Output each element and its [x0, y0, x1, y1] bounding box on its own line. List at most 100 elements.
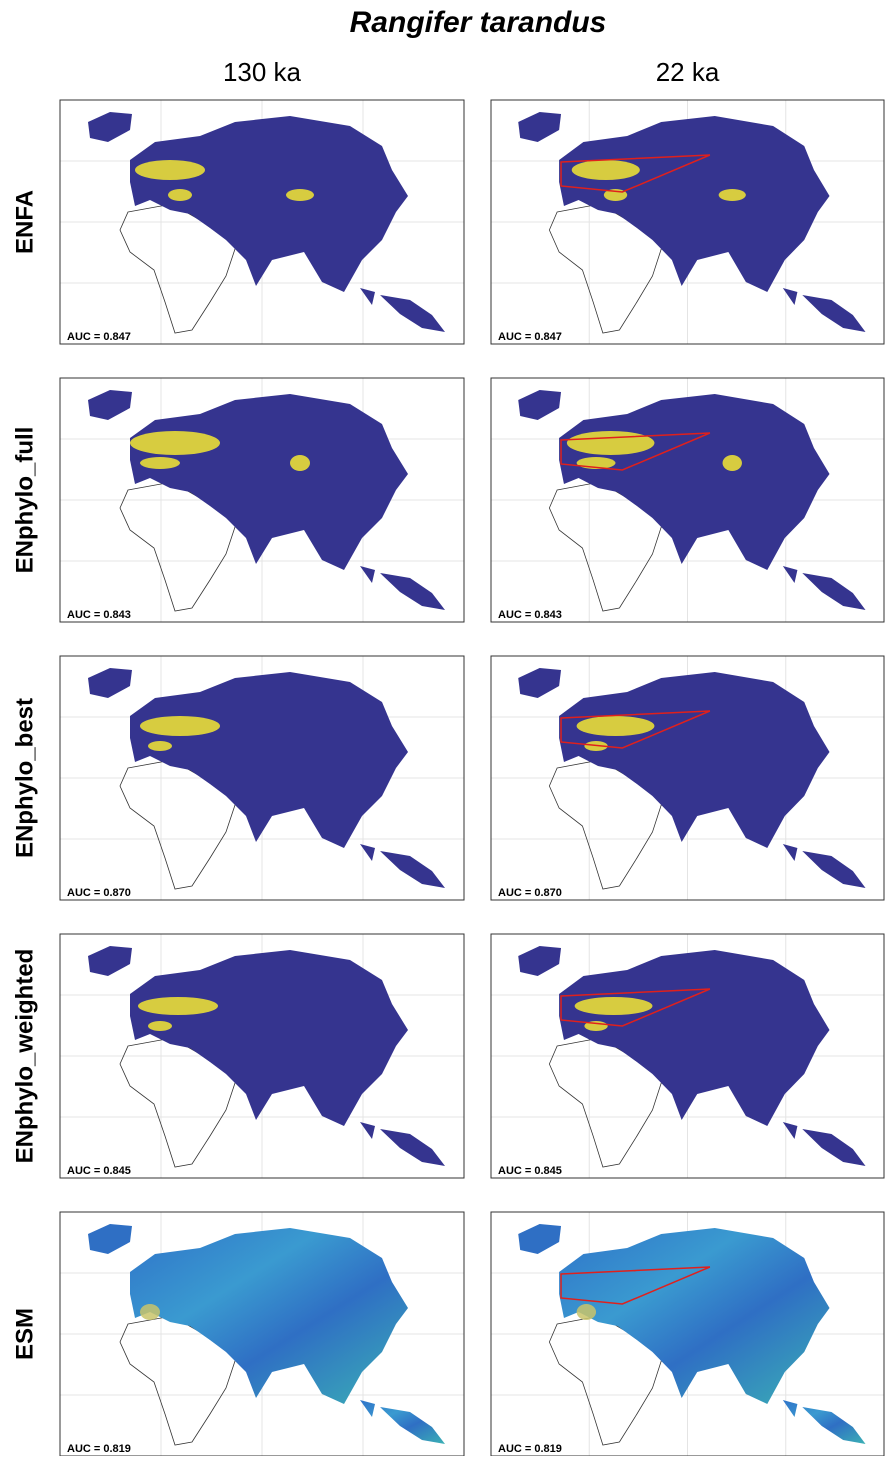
land [518, 390, 562, 420]
map-panel: AUC = 0.819 [59, 1211, 465, 1457]
land [360, 844, 445, 888]
map-content [60, 378, 464, 622]
map-panel: AUC = 0.845 [59, 933, 465, 1179]
suitability-hotspot [135, 160, 205, 180]
suitability-hotspot [576, 1304, 597, 1320]
land [130, 394, 408, 570]
land [782, 844, 866, 888]
suitability-hotspot [722, 455, 742, 471]
suitability-hotspot [290, 455, 310, 471]
suitability-hotspot [140, 1304, 160, 1320]
map-content [60, 100, 464, 344]
map-content [491, 378, 884, 622]
map-content [491, 1212, 884, 1456]
row-label: ENFA [11, 190, 38, 254]
auc-label: AUC = 0.870 [498, 887, 562, 899]
column-header: 130 ka [223, 57, 302, 87]
figure-title: Rangifer tarandus [350, 6, 607, 39]
map-panel: AUC = 0.847 [490, 99, 885, 345]
suitability-hotspot [571, 160, 640, 180]
suitability-hotspot [718, 189, 746, 201]
map-panel: AUC = 0.843 [490, 377, 885, 623]
row-label: ENphylo_full [11, 427, 38, 574]
auc-label: AUC = 0.819 [498, 1443, 562, 1455]
panel-border [490, 99, 885, 345]
suitability-hotspot [148, 741, 172, 751]
map-panel: AUC = 0.870 [59, 655, 465, 901]
land [88, 390, 132, 420]
land [360, 288, 445, 332]
map-content [60, 1212, 464, 1456]
row-label: ENphylo_best [11, 698, 38, 858]
land [88, 946, 132, 976]
land [559, 950, 830, 1126]
range-outline [560, 988, 711, 1027]
map-content [491, 656, 884, 900]
land [782, 566, 866, 610]
row-label: ENphylo_weighted [11, 949, 38, 1164]
range-outline [560, 1266, 711, 1305]
land [88, 1224, 132, 1254]
land [518, 946, 562, 976]
column-header: 22 ka [656, 57, 720, 87]
map-content [491, 100, 884, 344]
map-content [60, 656, 464, 900]
land [782, 1122, 866, 1166]
panel-border [490, 655, 885, 901]
suitability-hotspot [286, 189, 314, 201]
auc-label: AUC = 0.845 [67, 1165, 131, 1177]
auc-label: AUC = 0.843 [498, 609, 562, 621]
map-panel: AUC = 0.843 [59, 377, 465, 623]
land [559, 116, 830, 292]
suitability-hotspot [130, 431, 220, 455]
land [360, 566, 445, 610]
suitability-hotspot [576, 716, 655, 736]
range-outline [560, 432, 711, 471]
land [559, 1228, 830, 1404]
suitability-hotspot [140, 457, 180, 469]
map-panel: AUC = 0.847 [59, 99, 465, 345]
range-outline [560, 154, 711, 193]
suitability-hotspot [138, 997, 218, 1015]
map-panel: AUC = 0.845 [490, 933, 885, 1179]
suitability-hotspot [566, 431, 655, 455]
land [88, 112, 132, 142]
map-content [60, 934, 464, 1178]
panel-border [59, 933, 465, 1179]
panel-border [490, 377, 885, 623]
suitability-hotspot [168, 189, 192, 201]
auc-label: AUC = 0.847 [498, 331, 562, 343]
auc-label: AUC = 0.843 [67, 609, 131, 621]
land [360, 1122, 445, 1166]
land [130, 116, 408, 292]
land [130, 672, 408, 848]
suitability-hotspot [140, 716, 220, 736]
land [782, 1400, 866, 1444]
auc-label: AUC = 0.870 [67, 887, 131, 899]
suitability-hotspot [574, 997, 653, 1015]
land [518, 1224, 562, 1254]
land [518, 668, 562, 698]
auc-label: AUC = 0.819 [67, 1443, 131, 1455]
suitability-hotspot [148, 1021, 172, 1031]
auc-label: AUC = 0.847 [67, 331, 131, 343]
land [88, 668, 132, 698]
auc-label: AUC = 0.845 [498, 1165, 562, 1177]
map-panel: AUC = 0.870 [490, 655, 885, 901]
map-panel: AUC = 0.819 [490, 1211, 885, 1457]
land [518, 112, 562, 142]
land [130, 1228, 408, 1404]
panel-border [59, 655, 465, 901]
land [360, 1400, 445, 1444]
panel-border [59, 99, 465, 345]
land [559, 394, 830, 570]
land [130, 950, 408, 1126]
panel-border [59, 377, 465, 623]
row-label: ESM [11, 1308, 38, 1360]
land [559, 672, 830, 848]
range-outline [560, 710, 711, 749]
panel-border [490, 933, 885, 1179]
land [782, 288, 866, 332]
map-content [491, 934, 884, 1178]
